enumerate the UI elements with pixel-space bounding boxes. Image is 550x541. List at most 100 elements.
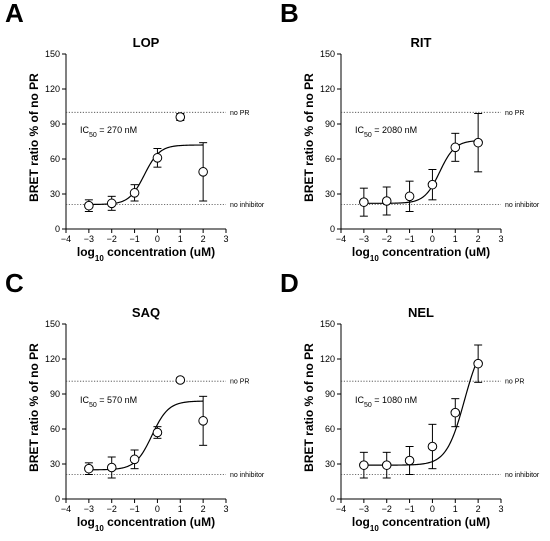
data-point [152, 427, 163, 438]
data-point [427, 441, 438, 452]
data-point [129, 454, 140, 465]
x-tick-label: −1 [404, 234, 414, 244]
x-tick-label: −4 [336, 234, 346, 244]
x-tick-label: −2 [382, 234, 392, 244]
x-tick-label: −2 [107, 504, 117, 514]
y-tick-label: 0 [55, 494, 60, 504]
y-tick-label: 150 [45, 319, 60, 329]
fit-curve [363, 358, 479, 466]
dose-response-chart: NEL 0 30 60 90 120 150 −4 −3 −2 −1 0 1 2 3 BRET ratio %… [302, 305, 540, 533]
reference-line-label: no inhibitor [505, 472, 540, 479]
panel-letter: B [280, 0, 299, 28]
ic50-annotation: IC50 = 570 nM [80, 395, 137, 409]
x-tick-label: −1 [129, 234, 139, 244]
dose-response-chart: RIT 0 30 60 90 120 150 −4 −3 −2 −1 0 1 2 3 BRET ratio %… [302, 35, 540, 263]
reference-line-label: no inhibitor [505, 202, 540, 209]
x-tick-label: 0 [430, 504, 435, 514]
x-tick-label: −4 [336, 504, 346, 514]
y-tick-label: 120 [45, 84, 60, 94]
data-point [106, 462, 117, 473]
x-axis-label: log10 concentration (uM) [77, 245, 215, 263]
y-tick-label: 60 [50, 424, 60, 434]
data-point [381, 196, 392, 206]
y-tick-label: 120 [45, 354, 60, 364]
data-point [381, 460, 392, 470]
x-tick-label: 0 [430, 234, 435, 244]
y-tick-label: 60 [325, 154, 335, 164]
y-axis-label: BRET ratio % of no PR [27, 73, 41, 202]
y-axis-label: BRET ratio % of no PR [27, 343, 41, 472]
panel-a: A LOP 0 30 60 90 120 150 −4 −3 −2 −1 0 1 2 3 BRET ratio… [0, 0, 275, 270]
dose-response-chart: SAQ 0 30 60 90 120 150 −4 −3 −2 −1 0 1 2 3 BRET ratio %… [27, 305, 265, 533]
ic50-annotation: IC50 = 2080 nM [355, 125, 417, 139]
y-tick-label: 0 [330, 494, 335, 504]
panel-d: D NEL 0 30 60 90 120 150 −4 −3 −2 −1 0 1 2 3 BRET ratio… [275, 268, 550, 540]
chart-title: NEL [408, 305, 434, 320]
dose-response-chart: LOP 0 30 60 90 120 150 −4 −3 −2 −1 0 1 2 3 BRET ratio %… [27, 35, 265, 263]
y-tick-label: 30 [50, 459, 60, 469]
y-tick-label: 150 [45, 49, 60, 59]
x-tick-label: −2 [382, 504, 392, 514]
reference-line-label: no PR [505, 110, 524, 117]
x-tick-label: −1 [404, 504, 414, 514]
data-point [450, 407, 461, 418]
y-tick-label: 90 [325, 389, 335, 399]
x-tick-label: 0 [155, 234, 160, 244]
data-point [473, 358, 483, 369]
x-tick-label: 1 [178, 234, 183, 244]
x-tick-label: −3 [84, 234, 94, 244]
data-point [450, 142, 461, 153]
data-point [106, 198, 117, 209]
panel-c: C SAQ 0 30 60 90 120 150 −4 −3 −2 −1 0 1 2 3 BRET ratio… [0, 268, 275, 540]
y-tick-label: 90 [50, 119, 60, 129]
reference-line-label: no inhibitor [230, 202, 265, 209]
data-point [404, 191, 415, 202]
x-tick-label: 1 [453, 234, 458, 244]
chart-title: LOP [133, 35, 160, 50]
ic50-annotation: IC50 = 270 nM [80, 125, 137, 139]
y-tick-label: 90 [50, 389, 60, 399]
data-point [175, 375, 186, 385]
reference-line-label: no PR [230, 110, 249, 117]
y-tick-label: 120 [320, 354, 335, 364]
x-tick-label: −3 [359, 504, 369, 514]
reference-line-label: no PR [505, 379, 524, 386]
x-tick-label: 3 [223, 234, 228, 244]
y-axis-label: BRET ratio % of no PR [302, 343, 316, 472]
data-point [175, 112, 186, 122]
chart-title: RIT [411, 35, 432, 50]
x-axis-label: log10 concentration (uM) [352, 245, 490, 263]
data-point [404, 455, 415, 466]
data-point [359, 460, 369, 470]
data-point [198, 167, 208, 177]
y-tick-label: 30 [325, 459, 335, 469]
x-tick-label: 1 [178, 504, 183, 514]
fit-curve [88, 400, 204, 471]
x-tick-label: 2 [201, 234, 206, 244]
panel-letter: A [5, 0, 24, 28]
reference-line-label: no PR [230, 379, 249, 386]
y-tick-label: 30 [50, 189, 60, 199]
panel-letter: C [5, 268, 24, 298]
x-tick-label: 2 [476, 234, 481, 244]
y-tick-label: 60 [50, 154, 60, 164]
x-tick-label: −2 [107, 234, 117, 244]
x-tick-label: 3 [498, 504, 503, 514]
x-tick-label: 3 [223, 504, 228, 514]
y-tick-label: 90 [325, 119, 335, 129]
y-tick-label: 150 [320, 319, 335, 329]
x-tick-label: −1 [129, 504, 139, 514]
data-point [427, 179, 438, 190]
fit-curve [363, 140, 479, 204]
y-tick-label: 150 [320, 49, 335, 59]
x-axis-label: log10 concentration (uM) [352, 515, 490, 533]
chart-title: SAQ [132, 305, 160, 320]
x-tick-label: 1 [453, 504, 458, 514]
data-point [473, 137, 483, 148]
fit-curve [88, 144, 204, 206]
reference-line-label: no inhibitor [230, 472, 265, 479]
x-tick-label: 3 [498, 234, 503, 244]
y-axis-label: BRET ratio % of no PR [302, 73, 316, 202]
y-tick-label: 0 [55, 224, 60, 234]
y-tick-label: 60 [325, 424, 335, 434]
